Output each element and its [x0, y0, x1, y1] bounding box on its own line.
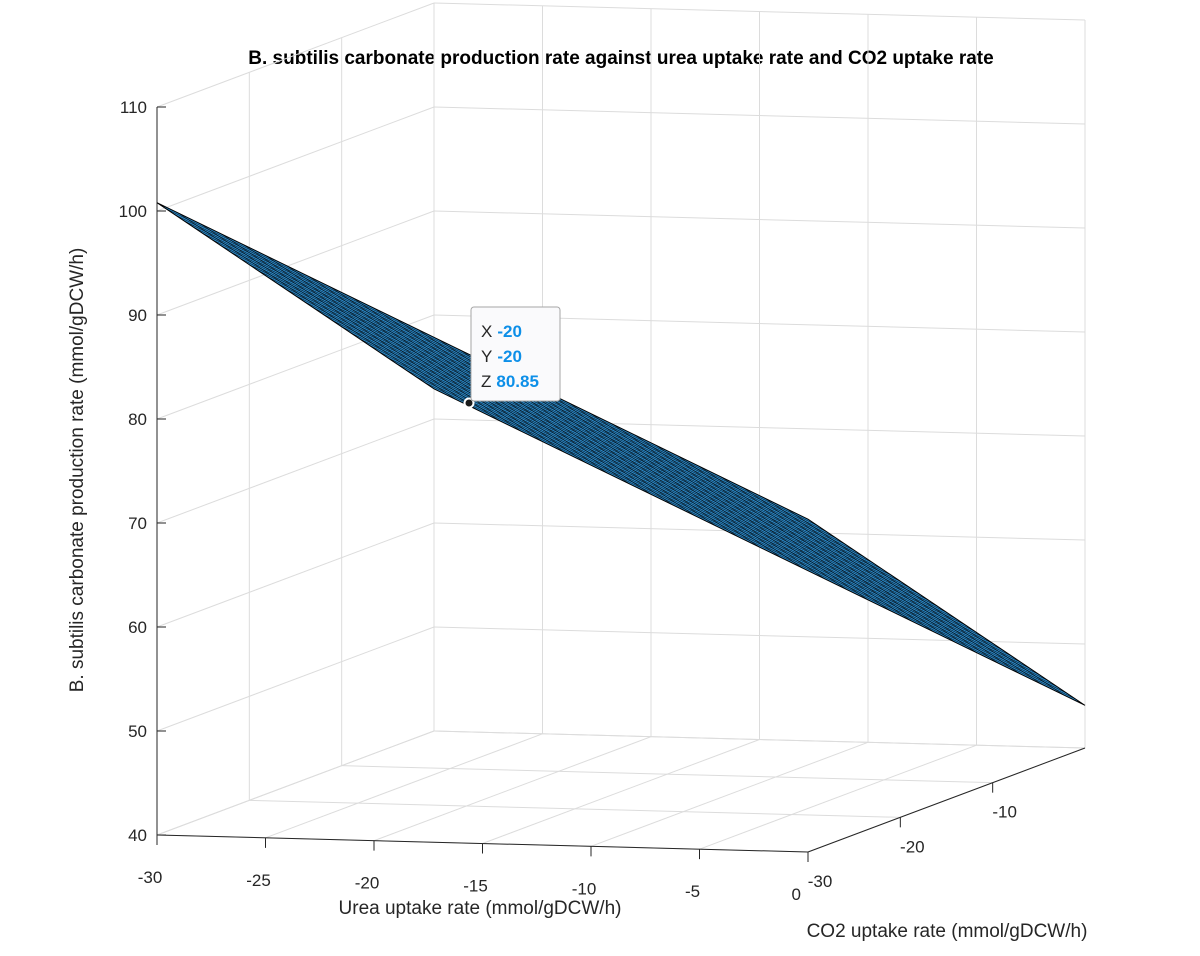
z-tick-label: 110 — [120, 98, 147, 117]
grid-line-z-side — [156, 210, 435, 316]
y-axis-label: CO2 uptake rate (mmol/gDCW/h) — [807, 921, 1088, 942]
grid-line-z-side — [156, 106, 435, 212]
grid-line-x-floor — [265, 733, 543, 839]
datatip-x-value: -20 — [497, 322, 522, 341]
grid-line-x-floor — [156, 730, 435, 836]
mesh-line-y — [360, 338, 1012, 656]
mesh-line-y — [313, 307, 966, 625]
x-tick-label: -5 — [685, 882, 700, 901]
x-axis-ticks: -30 -25 -20 -15 -10 -5 0 — [138, 835, 809, 904]
svg-text:Z80.85: Z 80.85 — [481, 372, 539, 391]
x-tick-label: -10 — [572, 879, 597, 898]
grid-line-x-floor — [373, 736, 652, 842]
mesh-line-x — [569, 402, 847, 590]
x-tick-label: 0 — [792, 885, 801, 904]
chart-title: B. subtilis carbonate production rate ag… — [248, 48, 993, 69]
mesh-line-x — [634, 434, 912, 622]
mesh-line-x — [721, 476, 999, 664]
mesh-line-x — [590, 413, 869, 601]
grid-line-x-floor — [590, 741, 869, 847]
mesh-line-y — [295, 295, 947, 613]
mesh-line-y — [332, 320, 984, 638]
mesh-line-x — [786, 508, 1064, 696]
grid-line-x-floor — [699, 744, 977, 850]
mesh-line-x — [677, 455, 955, 643]
mesh-line-y — [304, 301, 956, 619]
datatip-z-label: Z — [481, 372, 491, 391]
z-axis-label: B. subtilis carbonate production rate (m… — [67, 248, 88, 693]
grid-line-z-side — [156, 2, 435, 108]
mesh-line-y — [415, 376, 1067, 694]
mesh-line-y — [323, 314, 975, 632]
back-wall-grid — [156, 2, 1086, 836]
mesh-line-x — [699, 466, 977, 653]
z-tick-label: 90 — [128, 306, 147, 325]
datatip-box — [470, 306, 561, 402]
grid-line-y-floor — [433, 730, 1086, 749]
mesh-line-x — [764, 497, 1042, 685]
x-axis-label: Urea uptake rate (mmol/gDCW/h) — [339, 898, 622, 919]
mesh-line-y — [369, 345, 1021, 663]
mesh-line-y — [341, 326, 993, 644]
datatip-z-value: 80.85 — [496, 372, 539, 391]
mesh-line-x — [742, 487, 1021, 674]
datatip[interactable]: X -20 Y -20 Z 80.85 — [463, 306, 561, 409]
x-tick-label: -20 — [355, 874, 380, 893]
surface-plot[interactable] — [156, 202, 1086, 706]
floor-grid — [156, 730, 1086, 853]
grid-line-z-side — [156, 418, 435, 524]
datatip-y-value: -20 — [497, 347, 522, 366]
datatip-y-label: Y — [481, 347, 492, 366]
mesh-line-y — [350, 332, 1003, 650]
mesh-line-y — [424, 382, 1076, 700]
z-tick-label: 50 — [128, 722, 147, 741]
mesh-line-y — [406, 369, 1058, 688]
y-tick-label: -20 — [900, 837, 925, 856]
mesh-line-x — [547, 392, 825, 580]
mesh-line-x — [655, 445, 934, 632]
x-tick-label: -15 — [463, 877, 488, 896]
x-tick-label: -25 — [246, 871, 271, 890]
z-tick-label: 80 — [128, 410, 147, 429]
y-axis-line — [807, 747, 1086, 853]
z-axis-ticks: 40 50 60 70 80 90 100 110 — [119, 98, 166, 845]
grid-line-x-floor — [482, 739, 760, 844]
x-tick-label: -30 — [138, 868, 163, 887]
grid-line-z-side — [156, 626, 435, 732]
y-tick-label: -30 — [808, 872, 833, 891]
y-tick-label: -10 — [992, 803, 1017, 822]
z-tick-label: 60 — [128, 618, 147, 637]
mesh-line-x — [525, 381, 804, 569]
mesh-line-x — [612, 423, 890, 611]
y-axis-ticks: -30 -20 -10 — [807, 782, 1017, 891]
datatip-x-label: X — [481, 322, 492, 341]
mesh-line-y — [396, 363, 1049, 681]
grid-line-y-floor — [341, 765, 993, 784]
mesh-line-y — [387, 357, 1039, 675]
grid-line-y-floor — [249, 799, 901, 818]
z-tick-label: 40 — [128, 826, 147, 845]
grid-line-z-side — [156, 522, 435, 628]
svg-text:X-20: X -20 — [481, 322, 522, 341]
z-tick-label: 100 — [119, 202, 147, 221]
z-tick-label: 70 — [128, 514, 147, 533]
svg-text:Y-20: Y -20 — [481, 347, 522, 366]
datatip-marker[interactable] — [463, 397, 475, 409]
